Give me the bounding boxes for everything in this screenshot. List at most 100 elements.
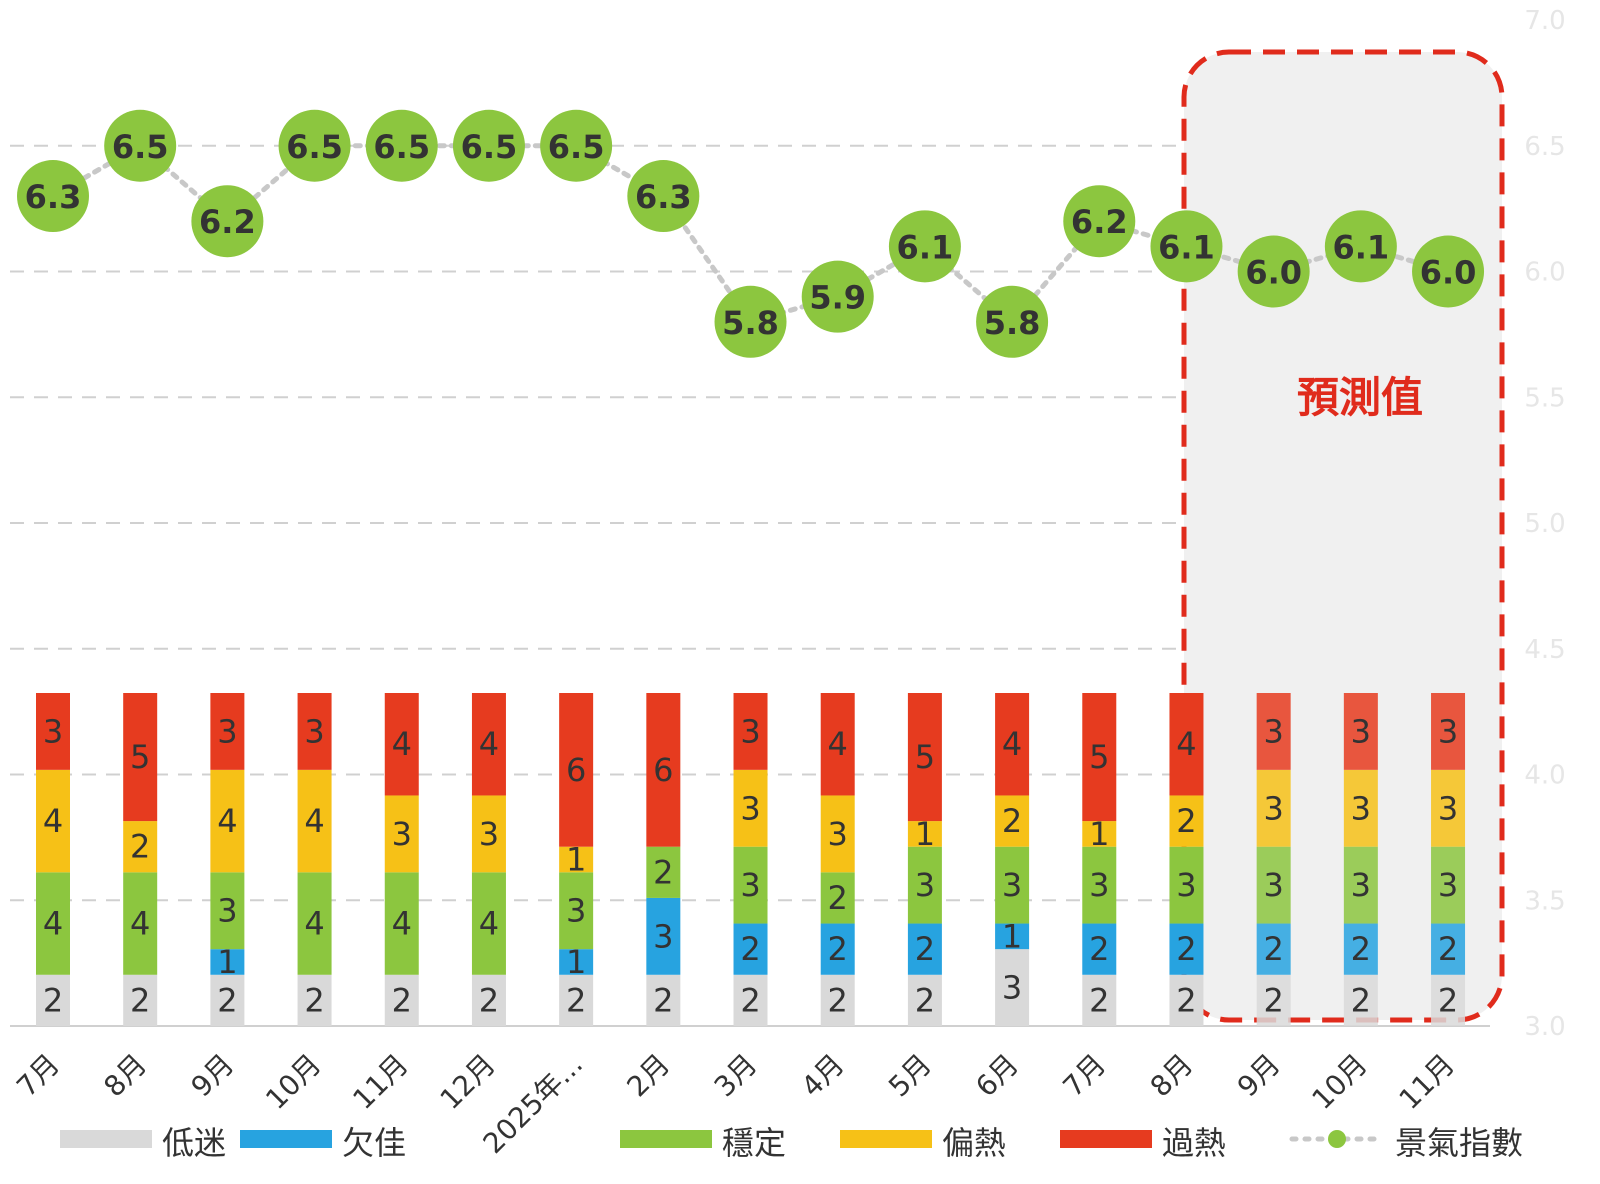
bar-data-label: 2	[653, 853, 673, 891]
bar-segment-warm	[297, 769, 332, 873]
bar-data-label: 3	[915, 866, 935, 904]
bar-segment-low	[559, 974, 594, 1026]
y2-tick-label: 6.0	[1524, 258, 1565, 288]
bar-segment-hot	[36, 693, 70, 770]
bar-segment-warm	[1343, 769, 1378, 847]
bar-segment-weak	[907, 923, 942, 975]
bar-data-label: 2	[1263, 981, 1283, 1019]
bar-segment-hot	[123, 693, 158, 822]
bar-segment-stable	[1082, 846, 1117, 924]
bars: 2443242521343244324342434213162320622333…	[36, 693, 1466, 1026]
bar-data-label: 3	[1438, 866, 1458, 904]
index-line: 6.3 6.5 6.2 6.5 6.5 6.5 6.5 6.3 5.8 5.9 6.1 5.8 6.2 6…	[17, 109, 1485, 358]
index-point	[714, 285, 787, 358]
index-point	[191, 185, 264, 258]
bar-data-label: 2	[1002, 802, 1022, 840]
legend-label: 過熱	[1162, 1124, 1226, 1162]
bar-segment-warm	[907, 821, 942, 847]
bar-data-label: 1	[1002, 917, 1022, 955]
bar-segment-warm	[384, 795, 419, 873]
bar-segment-stable	[1256, 846, 1291, 924]
bar-data-label: 2	[130, 828, 150, 866]
bar-data-label: 3	[1438, 712, 1458, 750]
bar-data-label: 5	[915, 738, 935, 776]
index-point	[104, 109, 177, 182]
bar-data-label: 3	[479, 815, 499, 853]
bar-data-label: 2	[392, 981, 412, 1019]
legend-swatch	[60, 1130, 152, 1148]
bar-data-label: 2	[653, 981, 673, 1019]
bar-data-label: 1	[915, 815, 935, 853]
bar-data-label: 2	[915, 981, 935, 1019]
index-point	[976, 285, 1049, 358]
index-data-label: 6.1	[1333, 228, 1390, 266]
x-tick-label: 3月	[708, 1048, 764, 1104]
bar-segment-hot	[210, 693, 245, 770]
bar-segment-low	[1169, 974, 1204, 1026]
bar-segment-low	[471, 974, 506, 1026]
y2-tick-label: 7.0	[1524, 6, 1565, 36]
bar-segment-low	[123, 974, 158, 1026]
bar-data-label: 2	[1351, 930, 1371, 968]
index-data-label: 6.1	[1158, 228, 1215, 266]
bar-data-label: 3	[1438, 789, 1458, 827]
index-point	[1237, 235, 1310, 308]
bar-segment-low	[297, 974, 332, 1026]
bar-data-label: 3	[828, 815, 848, 853]
index-point	[17, 160, 89, 233]
bar-segment-weak	[646, 897, 681, 975]
bar-segment-hot	[471, 693, 506, 796]
bar-segment-low	[1343, 974, 1378, 1026]
bar-data-label: 3	[392, 815, 412, 853]
x-tick-label: 4月	[795, 1048, 851, 1104]
bar-segment-warm	[1431, 769, 1466, 847]
bar-segment-weak	[1343, 923, 1378, 975]
bar-segment-stable	[384, 872, 419, 975]
bar-segment-low	[820, 974, 855, 1026]
bar-segment-stable	[559, 872, 594, 950]
bar-segment-stable	[1343, 846, 1378, 924]
bar-data-label: 3	[1351, 789, 1371, 827]
bar-segment-hot	[646, 693, 681, 847]
y2-tick-label: 5.5	[1524, 383, 1565, 413]
bar-data-label: 3	[1351, 712, 1371, 750]
bar-data-label: 2	[740, 981, 760, 1019]
bar-data-label: 2	[740, 930, 760, 968]
index-data-label: 5.9	[809, 279, 866, 317]
bar-segment-low	[907, 974, 942, 1026]
bar-segment-hot	[559, 693, 594, 847]
bar-data-label: 2	[1351, 981, 1371, 1019]
index-data-label: 6.2	[199, 203, 256, 241]
bar-data-label: 2	[1263, 930, 1283, 968]
index-point	[278, 109, 351, 182]
bar-data-label: 2	[130, 981, 150, 1019]
bar-data-label: 3	[1002, 969, 1022, 1007]
index-data-label: 6.5	[461, 128, 518, 166]
index-point	[1324, 210, 1397, 283]
bar-segment-warm	[123, 821, 158, 873]
bar-segment-warm	[1082, 821, 1117, 847]
x-tick-label: 7月	[10, 1048, 66, 1104]
bar-data-label: 4	[479, 905, 499, 943]
x-tick-label: 10月	[259, 1048, 327, 1116]
legend-line-marker	[1328, 1130, 1346, 1148]
index-data-label: 6.3	[635, 178, 692, 216]
bar-segment-stable	[646, 846, 681, 898]
bar-data-label: 4	[304, 905, 324, 943]
bar-segment-hot	[384, 693, 419, 796]
bar-segment-hot	[1256, 693, 1291, 770]
bar-data-label: 3	[740, 866, 760, 904]
bar-segment-low	[36, 974, 70, 1026]
legend-label: 欠佳	[342, 1124, 406, 1162]
bar-segment-stable	[297, 872, 332, 975]
bar-segment-hot	[1431, 693, 1466, 770]
bar-data-label: 3	[217, 892, 237, 930]
index-data-label: 6.1	[897, 228, 954, 266]
bar-segment-low	[384, 974, 419, 1026]
bar-data-label: 3	[566, 892, 586, 930]
bar-data-label: 2	[828, 930, 848, 968]
bar-segment-stable	[995, 846, 1030, 924]
bar-segment-weak	[995, 923, 1030, 950]
index-point	[888, 210, 961, 283]
bar-segment-weak	[820, 923, 855, 975]
